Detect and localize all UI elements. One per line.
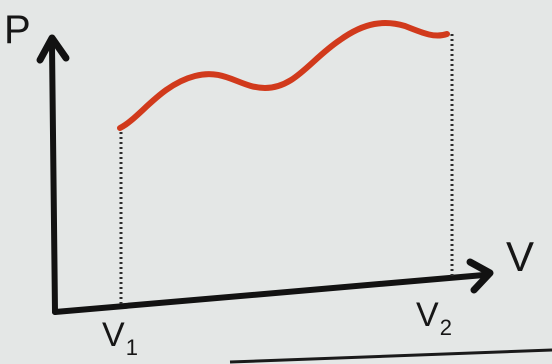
y-axis-label: P: [4, 8, 31, 52]
y-axis: [49, 43, 58, 315]
x-axis-label: V: [506, 233, 535, 280]
y-axis-arrowhead: [36, 34, 70, 64]
pressure-volume-curve: [117, 19, 450, 131]
v2-label-base: V: [416, 296, 439, 334]
v1-label: V1: [102, 316, 138, 359]
v2-label-subscript: 2: [439, 315, 452, 340]
v2-label: V2: [416, 296, 452, 339]
bottom-edge-line: [229, 348, 552, 364]
x-axis-arrowhead: [466, 258, 494, 294]
v1-label-base: V: [102, 316, 125, 354]
v1-label-subscript: 1: [125, 335, 138, 360]
x-axis: [52, 272, 487, 315]
